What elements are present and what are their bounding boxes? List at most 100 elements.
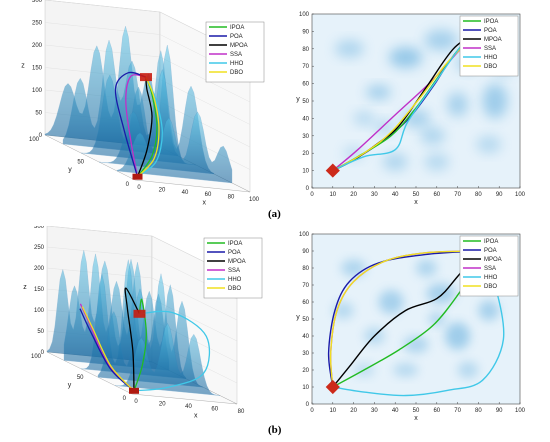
chart-b-2d-svg: 0 10 20 30 40 50 60 70 80 90 100 0 10 20 30 40 50 60 70 80 9… <box>296 232 525 422</box>
a-2d-xtick-label-2: 20 <box>350 192 357 198</box>
a-3d-xtick-label-3: 60 <box>205 192 212 198</box>
b-2d-ytick-label-2: 20 <box>302 368 309 374</box>
a-3d-zlabel: z <box>21 63 25 70</box>
a-2d-legend-label-hho: HHO <box>484 55 498 61</box>
a-3d-series-dbo <box>137 76 160 178</box>
b-3d-legend-label-dbo: DBO <box>228 286 241 292</box>
chart-a-3d-svg: 0 20 40 60 80 100050100050100150200250300xyzI… <box>21 0 265 207</box>
b-2d-start-marker <box>325 379 340 395</box>
a-2d-ytick-label-6: 60 <box>302 82 309 88</box>
a-2d-obstacle-6 <box>420 127 446 145</box>
b-2d-ytick-label-10: 100 <box>299 232 310 238</box>
chart-a-2d-svg: 0 10 20 30 40 50 60 70 80 90 100 0 10 20 30 40 50 60 70 80 9… <box>296 12 526 206</box>
b-2d-legend-label-dbo: DBO <box>484 284 497 290</box>
b-2d-ytick-label-4: 40 <box>302 334 309 340</box>
a-2d-ytick-label-1: 10 <box>302 169 309 175</box>
b-2d-legend-label-hho: HHO <box>484 275 498 281</box>
b-3d-legend-label-hho: HHO <box>228 277 242 283</box>
b-2d-obstacle-2 <box>416 259 437 277</box>
a-3d-series-ssa <box>125 74 147 177</box>
a-2d-legend-label-dbo: DBO <box>484 64 497 70</box>
a-2d-series-dbo <box>332 30 479 172</box>
b-2d-xtick-label-1: 10 <box>329 408 336 414</box>
b-3d-ytick-label-0: 0 <box>123 396 127 402</box>
b-3d-ytick-label-2: 100 <box>31 354 42 360</box>
b-3d-ytick-label-1: 50 <box>77 375 84 381</box>
b-2d-ytick-label-9: 90 <box>302 249 309 255</box>
a-2d-ytick-label-9: 90 <box>302 29 309 35</box>
b-3d-zlabel: z <box>23 284 27 291</box>
a-3d-legend-label-poa: POA <box>230 34 243 40</box>
b-2d-xtick-label-4: 40 <box>392 408 399 414</box>
b-3d-xtick-label-4: 80 <box>238 409 245 415</box>
b-2d-xtick-label-0: 0 <box>310 408 314 414</box>
b-2d-obstacle-5 <box>478 300 500 321</box>
a-2d-xtick-label-4: 40 <box>392 192 399 198</box>
b-2d-ytick-label-5: 50 <box>302 317 309 323</box>
chart-b-2d: 0 10 20 30 40 50 60 70 80 90 100 0 10 20 30 40 50 60 70 80 9… <box>282 226 550 426</box>
a-2d-ytick-label-3: 30 <box>302 134 309 140</box>
a-3d-legend-label-ipoa: IPOA <box>230 25 244 31</box>
b-3d-ztick-label-4: 200 <box>34 266 45 272</box>
b-3d-legend-label-mpoa: MPOA <box>228 259 246 265</box>
a-2d-ylabel: y <box>296 96 300 103</box>
b-2d-xtick-label-5: 50 <box>413 408 420 414</box>
a-2d-obstacle-0 <box>334 40 364 58</box>
a-3d-legend-label-dbo: DBO <box>230 70 243 76</box>
a-2d-legend-label-ipoa: IPOA <box>484 19 498 25</box>
a-3d-ztick-label-1: 50 <box>35 111 42 117</box>
a-3d-series-mpoa <box>136 77 153 177</box>
a-2d-xtick-label-10: 100 <box>515 192 526 198</box>
label-b: (b) <box>268 424 282 436</box>
label-a: (a) <box>268 208 281 220</box>
a-3d-ytick-label-2: 100 <box>29 137 40 143</box>
b-2d-obstacle-13 <box>428 312 446 326</box>
a-2d-xtick-label-8: 80 <box>475 192 482 198</box>
b-2d-xlabel: x <box>414 415 418 422</box>
a-2d-obstacle-3 <box>424 29 458 51</box>
a-3d-legend-label-hho: HHO <box>230 61 244 67</box>
chart-b-3d-svg: 0 20 40 60 80050100050100150200250300xyzIPOA… <box>23 224 263 420</box>
b-2d-obstacle-6 <box>403 336 429 353</box>
b-2d-obstacle-4 <box>445 322 471 350</box>
b-3d-series-mpoa <box>124 287 141 391</box>
b-2d-legend-label-ssa: SSA <box>484 266 496 272</box>
b-3d-xtick-label-2: 40 <box>185 404 192 410</box>
a-2d-ytick-label-7: 70 <box>302 64 309 70</box>
b-2d-obstacle-3 <box>426 283 456 304</box>
b-3d-ztick-label-6: 300 <box>34 226 45 230</box>
a-3d-goal-marker <box>140 73 152 82</box>
a-2d-ytick-label-8: 80 <box>302 47 309 53</box>
b-2d-series-poa <box>327 250 479 388</box>
a-2d-ytick-label-5: 50 <box>302 99 309 105</box>
chart-b-3d: 0 20 40 60 80 0 50 100 0 50 100 150 200 250 300 x y z IPOA… <box>0 224 270 426</box>
a-2d-xtick-label-0: 0 <box>310 192 314 198</box>
a-3d-ztick-label-2: 100 <box>32 88 43 94</box>
a-2d-xtick-label-3: 30 <box>371 192 378 198</box>
b-3d-ztick-label-3: 150 <box>34 287 45 293</box>
a-3d-ztick-label-5: 250 <box>32 21 43 27</box>
b-2d-ytick-label-8: 80 <box>302 266 309 272</box>
a-3d-terrain-ridge-4 <box>116 111 233 184</box>
b-3d-goal-marker <box>133 309 146 318</box>
a-2d-ytick-label-0: 0 <box>306 186 310 192</box>
b-3d-ztick-label-1: 50 <box>37 329 44 335</box>
b-2d-xtick-label-3: 30 <box>371 408 378 414</box>
a-2d-obstacle-12 <box>424 153 450 171</box>
b-3d-ztick-label-2: 100 <box>34 308 45 314</box>
b-2d-ytick-label-0: 0 <box>306 402 310 408</box>
b-2d-legend-label-mpoa: MPOA <box>484 257 502 263</box>
b-2d-xtick-label-7: 70 <box>454 408 461 414</box>
b-3d-legend-label-ipoa: IPOA <box>228 241 242 247</box>
a-3d-ytick-label-0: 0 <box>126 182 130 188</box>
b-3d-ylabel: y <box>68 382 72 389</box>
a-3d-xtick-label-5: 100 <box>249 197 260 203</box>
b-3d-series-poa <box>79 308 135 392</box>
a-2d-xtick-label-5: 50 <box>413 192 420 198</box>
a-2d-xtick-label-6: 60 <box>433 192 440 198</box>
b-2d-xtick-label-8: 80 <box>475 408 482 414</box>
a-3d-start-marker <box>132 173 143 180</box>
b-3d-legend-label-ssa: SSA <box>228 268 240 274</box>
b-2d-legend-label-poa: POA <box>484 248 497 254</box>
a-3d-ztick-label-3: 150 <box>32 66 43 72</box>
